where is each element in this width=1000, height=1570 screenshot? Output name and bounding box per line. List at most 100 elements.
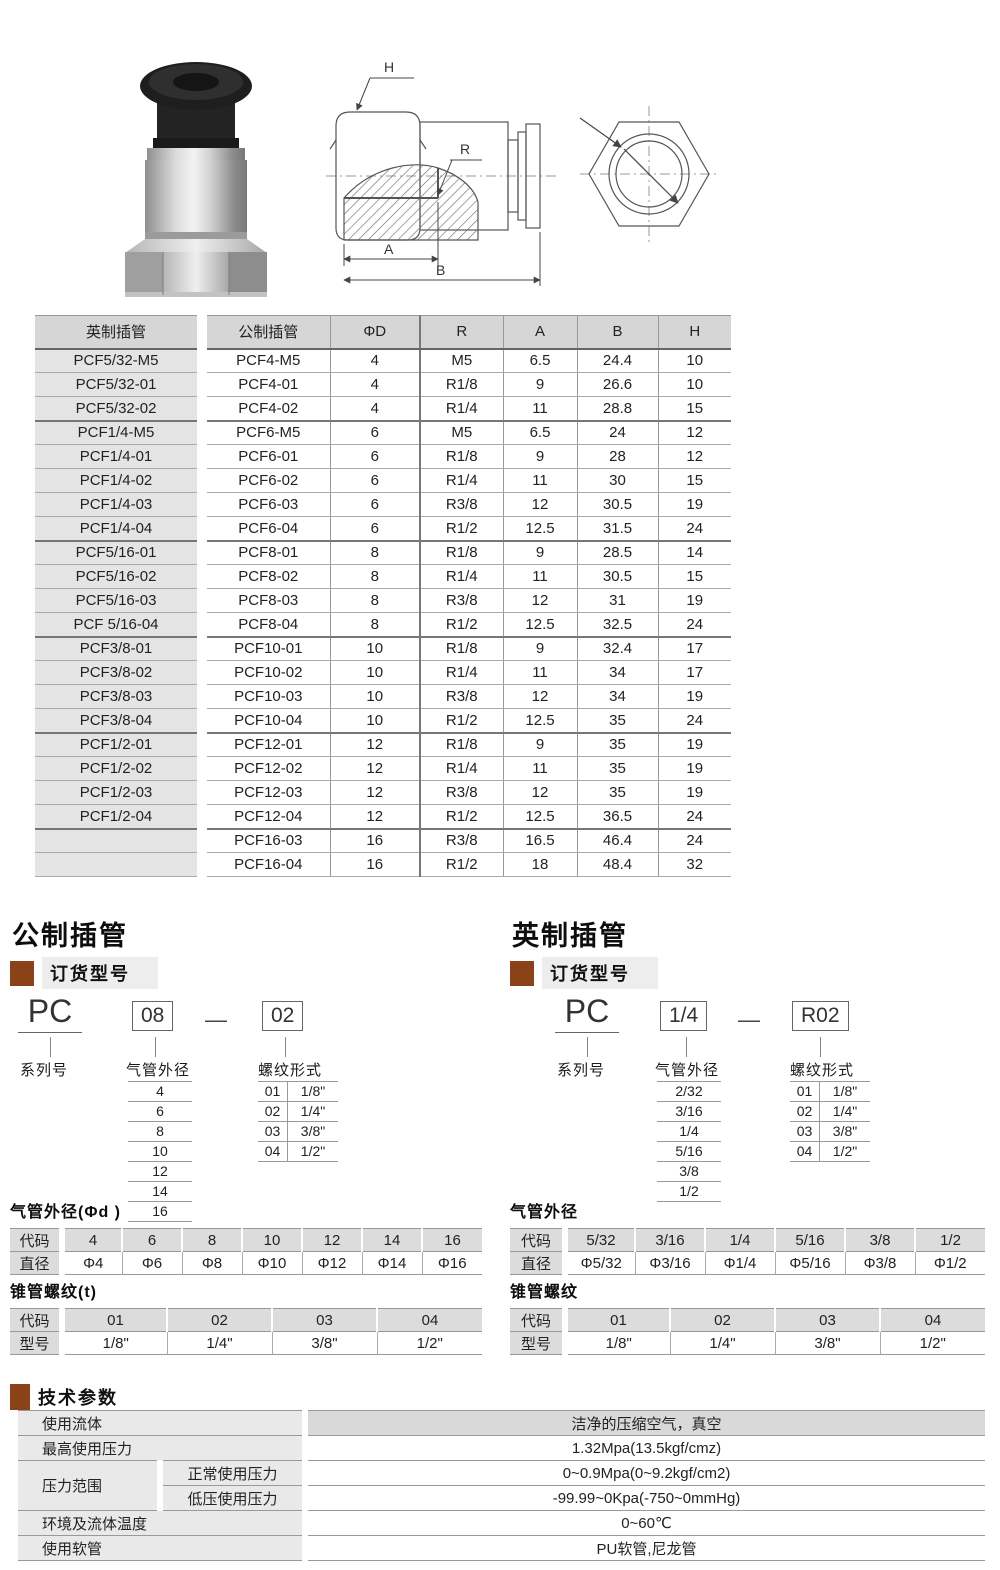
- table-cell: 8: [329, 588, 420, 613]
- table-cell: 10: [657, 372, 731, 397]
- table-cell: 10: [329, 660, 420, 685]
- table-cell: 4: [329, 348, 420, 373]
- table-cell: PCF3/8-04: [35, 708, 197, 734]
- thread-option-list: 01 1/8" 02 1/4" 03 3/8" 04 1/2": [790, 1081, 870, 1162]
- table-cell: [35, 852, 197, 877]
- table-cell: R1/8: [419, 372, 503, 397]
- side-view-dimensions: [343, 77, 541, 286]
- table-cell: PCF4-01: [207, 372, 330, 397]
- imperial-thread-table-block: 锥管螺纹 代码 01 02 03 04 型号 1/8" 1/4" 3/8" 1/2": [510, 1278, 985, 1355]
- column-gap: [197, 420, 207, 445]
- row-label: 代码: [10, 1228, 65, 1252]
- column-gap: [197, 396, 207, 421]
- table-cell: PCF3/8-01: [35, 636, 197, 661]
- thread-option-code: 03: [258, 1122, 288, 1141]
- tech-params-title: 技术参数: [38, 1388, 118, 1408]
- table-cell: 12: [329, 732, 420, 757]
- table-cell: PCF1/2-03: [35, 780, 197, 805]
- table-cell: 3/8": [774, 1331, 880, 1355]
- column-gap: [197, 708, 207, 733]
- table-cell: 12: [502, 684, 577, 709]
- table-cell: 24: [657, 828, 731, 853]
- table-cell: 15: [657, 396, 731, 422]
- table-cell: R3/8: [419, 684, 503, 709]
- thread-option-size: 1/2": [832, 1143, 858, 1159]
- table-cell: PCF1/4-02: [35, 468, 197, 493]
- table-cell: Φ16: [421, 1251, 482, 1275]
- table-cell: PCF8-02: [207, 564, 330, 589]
- table-cell: 3/8: [844, 1228, 915, 1252]
- table-cell: PCF12-01: [207, 732, 330, 757]
- table-cell: 19: [657, 780, 731, 805]
- table-row: PCF3/8-01 PCF10-01 10 R1/8 9 32.4 17: [35, 636, 731, 661]
- imperial-order-code-diagram: PC 1/4 — R02 系列号 气管外径 螺纹形式 2/32 3/16 1/4 5/…: [500, 993, 1000, 1208]
- table-cell: 24: [657, 612, 731, 638]
- technical-drawing: H R A B: [326, 59, 718, 286]
- column-gap: [197, 780, 207, 805]
- column-header: 公制插管: [207, 315, 330, 350]
- thread-option-size: 3/8": [300, 1123, 326, 1139]
- od-option-list: 4 6 8 10 12 14 16: [128, 1081, 192, 1222]
- column-gap: [197, 804, 207, 829]
- table-cell: Φ8: [181, 1251, 242, 1275]
- column-gap: [197, 516, 207, 541]
- row-label: 代码: [510, 1228, 568, 1252]
- table-cell: Φ10: [241, 1251, 302, 1275]
- table-cell: 28: [576, 444, 658, 469]
- table-cell: PCF16-03: [207, 828, 330, 853]
- table-cell: 11: [502, 660, 577, 685]
- table-cell: 04: [879, 1308, 985, 1332]
- tech-param-row: 使用流体 洁净的压缩空气，真空: [18, 1410, 986, 1436]
- code-thread-box: R02: [792, 1001, 849, 1031]
- table-cell: PCF3/8-03: [35, 684, 197, 709]
- table-cell: 48.4: [576, 852, 658, 877]
- table-cell: PCF5/16-03: [35, 588, 197, 613]
- imperial-thread-table: 代码 01 02 03 04 型号 1/8" 1/4" 3/8" 1/2": [510, 1308, 985, 1355]
- param-label: 环境及流体温度: [18, 1510, 306, 1536]
- param-value: 0~0.9Mpa(0~9.2kgf/cm2): [302, 1460, 986, 1486]
- table-cell: 16.5: [502, 828, 577, 853]
- tech-params-table: 使用流体 洁净的压缩空气，真空 最高使用压力 1.32Mpa(13.5kgf/cmz)…: [18, 1410, 986, 1561]
- fitting-body: [145, 148, 247, 239]
- table-cell: 46.4: [576, 828, 658, 853]
- param-label: 最高使用压力: [18, 1435, 306, 1461]
- table-cell: Φ12: [301, 1251, 362, 1275]
- value-row: 直径 Φ4 Φ6 Φ8 Φ10 Φ12 Φ14 Φ16: [10, 1251, 482, 1275]
- table-cell: 17: [657, 636, 731, 661]
- od-option: 10: [128, 1142, 192, 1162]
- value-row: 直径 Φ5/32 Φ3/16 Φ1/4 Φ5/16 Φ3/8 Φ1/2: [510, 1251, 985, 1275]
- code-series: PC: [18, 993, 82, 1033]
- table-cell: Φ6: [121, 1251, 182, 1275]
- table-cell: 3/8": [271, 1331, 377, 1355]
- table-cell: 6: [329, 444, 420, 469]
- table-cell: R1/4: [419, 468, 503, 493]
- thread-option-code: 04: [790, 1142, 820, 1161]
- table-cell: 9: [502, 540, 577, 565]
- column-gap: [197, 636, 207, 661]
- column-header: A: [502, 315, 577, 350]
- table-cell: 1/2": [879, 1331, 985, 1355]
- table-row: PCF1/2-02 PCF12-02 12 R1/4 11 35 19: [35, 756, 731, 781]
- od-option: 3/16: [657, 1102, 721, 1122]
- table-cell: 02: [669, 1308, 775, 1332]
- section-marker-icon: [510, 960, 534, 986]
- table-cell: 10: [657, 348, 731, 373]
- table-cell: R3/8: [419, 588, 503, 613]
- param-label: 压力范围: [18, 1460, 160, 1511]
- table-cell: 12: [329, 756, 420, 781]
- table-cell: 35: [576, 780, 658, 805]
- fitting-hex-nut: [125, 239, 267, 297]
- table-cell: 3/16: [634, 1228, 705, 1252]
- table-cell: PCF12-02: [207, 756, 330, 781]
- table-cell: PCF6-04: [207, 516, 330, 542]
- metric-order-code-diagram: PC 08 — 02 系列号 气管外径 螺纹形式 4 6 8 10 12 14 16 01 1…: [0, 993, 500, 1222]
- table-cell: 19: [657, 732, 731, 757]
- table-cell: 1/4": [166, 1331, 272, 1355]
- table-cell: 5/16: [774, 1228, 845, 1252]
- metric-thread-table: 代码 01 02 03 04 型号 1/8" 1/4" 3/8" 1/2": [10, 1308, 482, 1355]
- table-cell: 5/32: [564, 1228, 635, 1252]
- table-row: PCF5/16-02 PCF8-02 8 R1/4 11 30.5 15: [35, 564, 731, 589]
- od-option: 4: [128, 1082, 192, 1102]
- thread-option-code: 01: [790, 1082, 820, 1101]
- table-cell: 31: [576, 588, 658, 613]
